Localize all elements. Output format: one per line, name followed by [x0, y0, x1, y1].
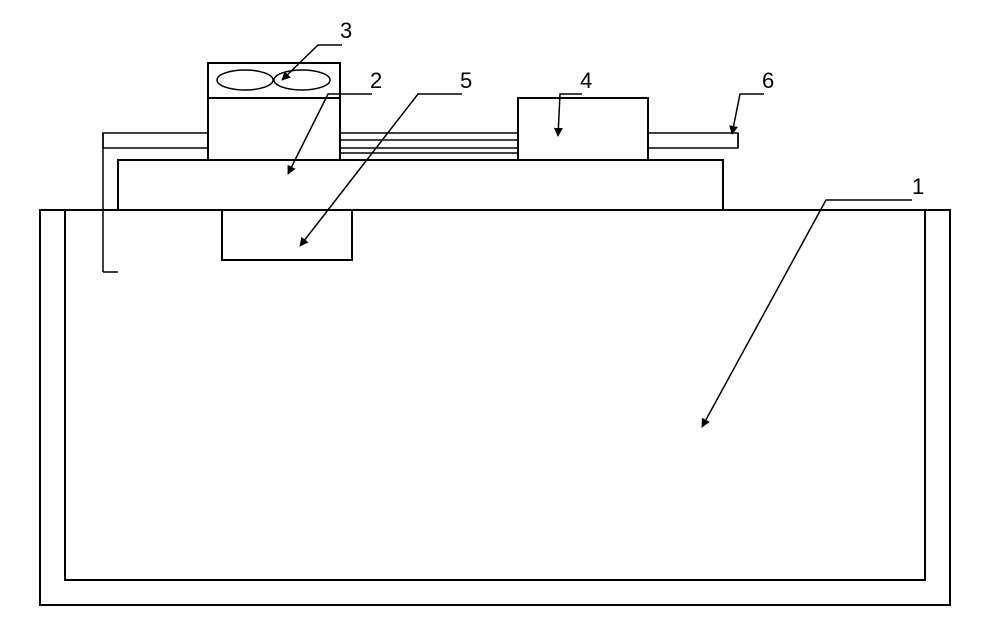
label-5: 5: [460, 68, 472, 93]
wide-bar: [118, 160, 723, 210]
bottom-block: [222, 210, 352, 260]
label-3: 3: [340, 18, 352, 43]
label-6: 6: [762, 68, 774, 93]
label-4: 4: [580, 68, 592, 93]
label-1: 1: [912, 174, 924, 199]
inner-frame: [65, 210, 925, 580]
leader-6: [732, 94, 764, 134]
center-block: [208, 98, 340, 160]
label-2: 2: [370, 68, 382, 93]
right-block: [518, 98, 648, 160]
